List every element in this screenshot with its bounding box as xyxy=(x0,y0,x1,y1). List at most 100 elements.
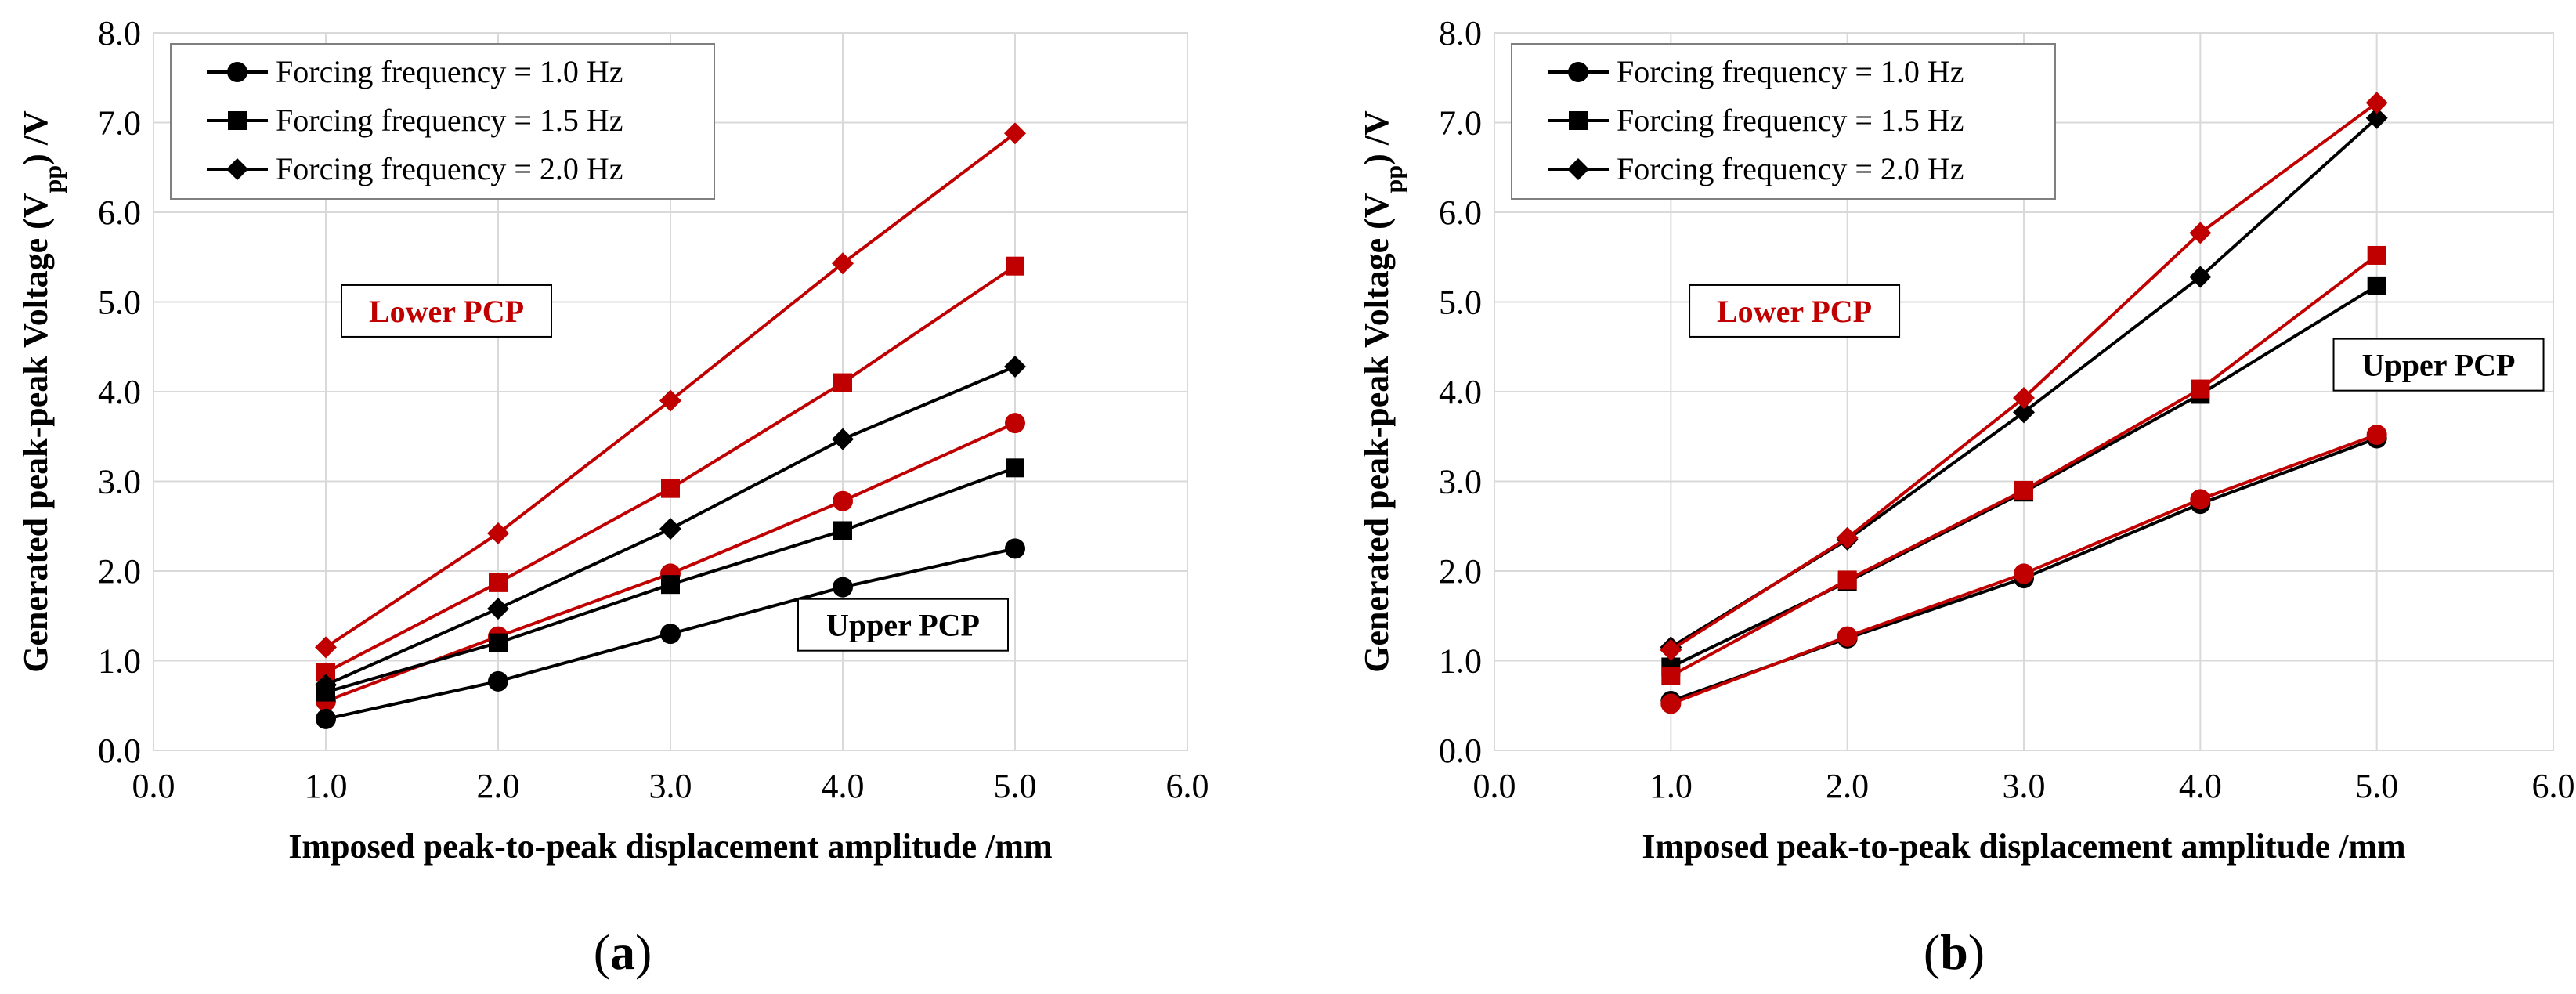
upper-pcp-label: Upper PCP xyxy=(797,598,1009,652)
legend-label: Forcing frequency = 1.0 Hz xyxy=(1617,54,1964,89)
data-point xyxy=(2365,92,2388,114)
x-tick-label: 5.0 xyxy=(2355,767,2398,805)
series-lower-pcp-2-0-hz xyxy=(315,122,1026,659)
y-axis-title: Generated peak-peak Voltage (Vpp) /V xyxy=(1357,110,1407,673)
data-point xyxy=(1660,693,1682,714)
y-tick-label: 5.0 xyxy=(1439,284,1482,322)
data-point xyxy=(833,490,853,511)
series-upper-pcp-2-0-hz xyxy=(315,355,1026,696)
lower-pcp-label: Lower PCP xyxy=(341,284,552,338)
y-tick-label: 2.0 xyxy=(98,552,141,591)
data-point xyxy=(833,521,852,540)
caption-open: ( xyxy=(594,924,610,980)
series-upper-pcp-1-5-hz xyxy=(316,458,1024,702)
data-point xyxy=(1006,458,1024,478)
series-lower-pcp-1-5-hz xyxy=(1661,245,2386,685)
data-point xyxy=(2013,387,2035,410)
annotation-box xyxy=(1689,284,1901,338)
y-tick-label: 0.0 xyxy=(1439,732,1482,770)
caption-open: ( xyxy=(1924,924,1940,980)
x-tick-label: 3.0 xyxy=(2003,767,2046,805)
y-axis-title: Generated peak-peak Voltage (Vpp) /V xyxy=(16,110,67,673)
data-point xyxy=(316,708,336,729)
y-tick-label: 8.0 xyxy=(98,14,141,52)
x-tick-label: 2.0 xyxy=(477,767,520,805)
data-point xyxy=(315,674,337,696)
data-point xyxy=(488,670,508,692)
y-tick-label: 7.0 xyxy=(1439,104,1482,143)
data-point xyxy=(2190,489,2211,510)
lower-pcp-label: Lower PCP xyxy=(1689,284,1901,338)
annotation-text: Upper PCP xyxy=(2362,348,2516,383)
legend-label: Forcing frequency = 1.0 Hz xyxy=(276,54,623,89)
y-tick-label: 6.0 xyxy=(1439,193,1482,232)
chart-panel-a: 0.0 1.0 2.0 3.0 4.0 5.0 6.0 7.0 8.0 0.0 1.0 2.0 3.0 4… xyxy=(16,14,1209,980)
data-point xyxy=(1006,256,1024,276)
data-point xyxy=(2367,276,2386,295)
data-point xyxy=(659,389,681,412)
data-point xyxy=(661,479,680,498)
x-tick-label: 1.0 xyxy=(305,767,348,805)
y-tick-label: 1.0 xyxy=(98,642,141,681)
data-point xyxy=(2191,379,2210,399)
data-point xyxy=(489,633,508,652)
x-tick-label: 4.0 xyxy=(822,767,865,805)
x-axis-title: Imposed peak-to-peak displacement amplit… xyxy=(1642,827,2405,866)
legend-circle-marker xyxy=(227,62,247,82)
x-axis-title: Imposed peak-to-peak displacement amplit… xyxy=(288,827,1052,866)
data-point xyxy=(833,373,852,392)
data-point xyxy=(2014,480,2033,500)
caption-letter: a xyxy=(610,924,635,980)
legend: Forcing frequency = 1.0 Hz Forcing freque… xyxy=(1511,43,2056,200)
data-point xyxy=(2366,424,2387,445)
y-tick-label: 1.0 xyxy=(1439,642,1482,681)
x-tick-label: 1.0 xyxy=(1649,767,1693,805)
x-tick-label: 4.0 xyxy=(2179,767,2222,805)
x-tick-label: 2.0 xyxy=(1826,767,1869,805)
data-point xyxy=(2189,266,2212,288)
y-tick-label: 7.0 xyxy=(98,104,141,143)
legend-label: Forcing frequency = 2.0 Hz xyxy=(1617,151,1964,186)
legend-square-marker xyxy=(1569,111,1588,130)
data-point xyxy=(1004,122,1026,145)
series-lower-pcp-1-0-hz xyxy=(1660,424,2387,714)
data-point xyxy=(1836,526,1859,549)
y-tick-label: 3.0 xyxy=(98,463,141,501)
x-tick-label: 3.0 xyxy=(649,767,692,805)
caption-close: ) xyxy=(1968,924,1985,980)
data-point xyxy=(2014,563,2034,584)
legend-label: Forcing frequency = 1.5 Hz xyxy=(276,103,623,138)
x-tick-label: 0.0 xyxy=(132,767,175,805)
x-tick-label: 5.0 xyxy=(994,767,1037,805)
upper-pcp-label: Upper PCP xyxy=(2332,338,2545,392)
legend-diamond-marker xyxy=(226,158,248,180)
panel-caption: (b) xyxy=(1924,924,1985,980)
plot-area xyxy=(153,32,1188,751)
x-tick-label: 0.0 xyxy=(1473,767,1516,805)
plot-area xyxy=(1494,32,2554,751)
y-axis-title-unit: ) /V xyxy=(16,110,55,165)
data-point xyxy=(2013,401,2035,424)
data-point xyxy=(1005,538,1025,559)
data-point xyxy=(1837,626,1858,647)
data-point xyxy=(833,577,853,598)
caption-close: ) xyxy=(635,924,652,980)
data-point xyxy=(1661,666,1681,685)
data-point xyxy=(1004,355,1026,378)
annotation-box xyxy=(2332,338,2545,392)
legend-label: Forcing frequency = 1.5 Hz xyxy=(1617,103,1964,138)
series-upper-pcp-1-0-hz xyxy=(316,538,1025,729)
series-lower-pcp-2-0-hz xyxy=(1660,92,2388,661)
data-point xyxy=(659,518,681,540)
y-tick-label: 4.0 xyxy=(1439,373,1482,411)
x-tick-label: 6.0 xyxy=(2532,767,2575,805)
caption-letter: b xyxy=(1940,924,1968,980)
y-tick-label: 0.0 xyxy=(98,732,141,770)
panel-caption: (a) xyxy=(594,924,652,980)
legend-label: Forcing frequency = 2.0 Hz xyxy=(276,151,623,186)
legend-circle-marker xyxy=(1568,62,1588,82)
annotation-box xyxy=(797,598,1009,652)
annotation-text: Lower PCP xyxy=(1717,294,1872,329)
series-lower-pcp-1-5-hz xyxy=(316,256,1024,682)
